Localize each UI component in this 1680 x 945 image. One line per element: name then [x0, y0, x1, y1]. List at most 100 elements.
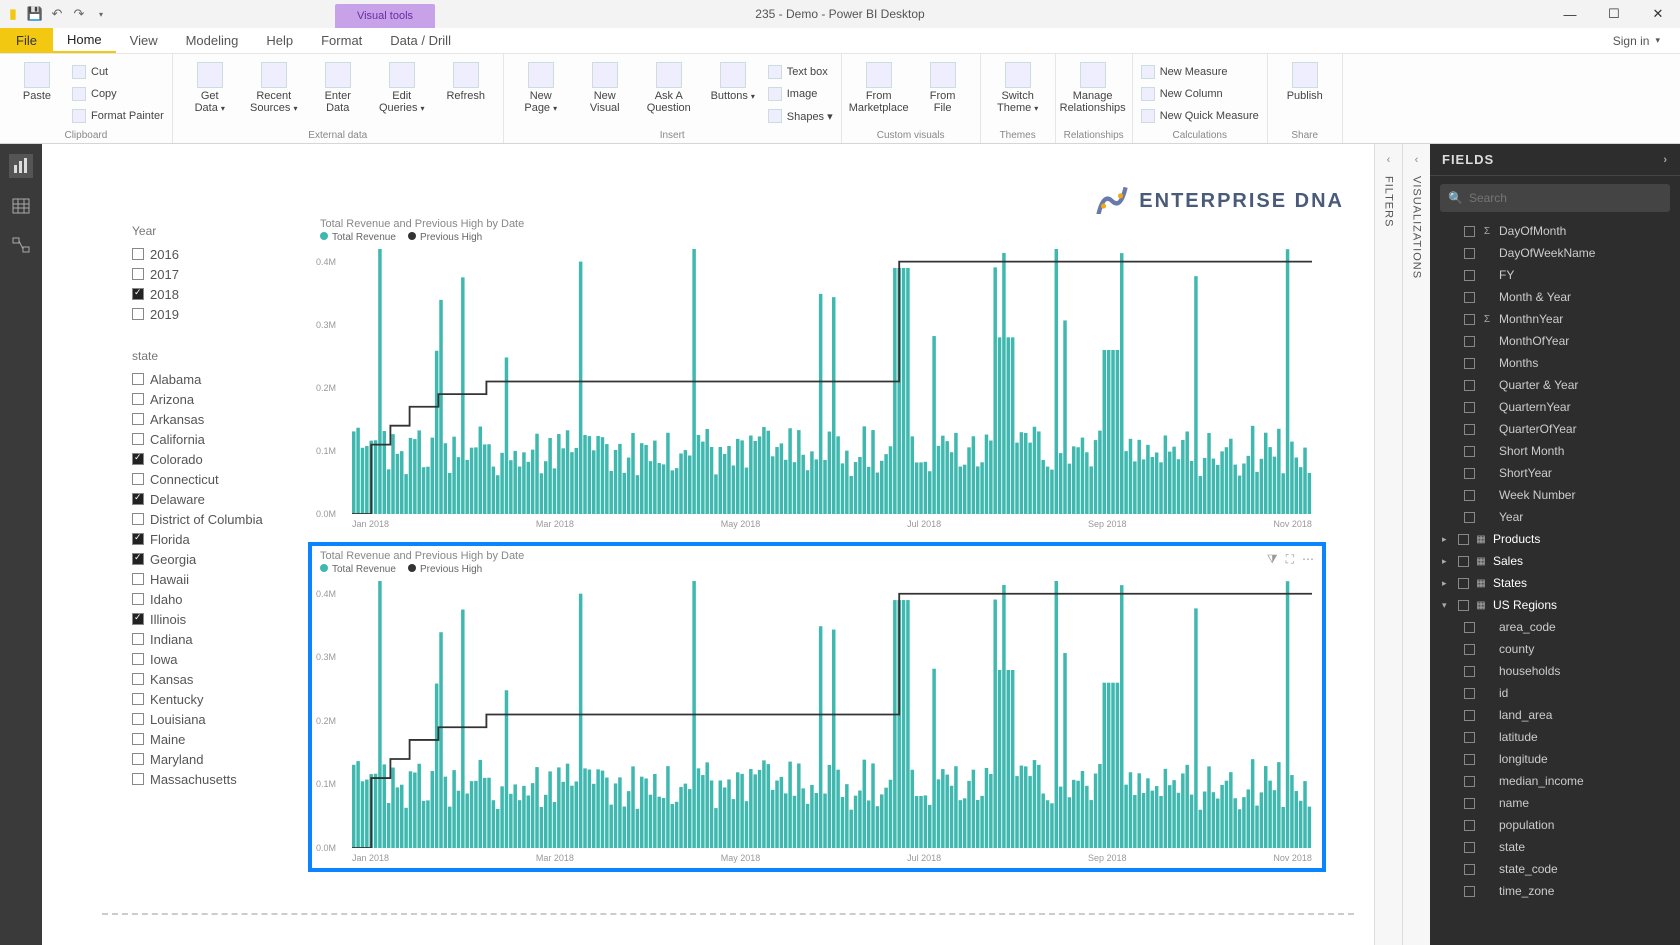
fields-table-us-regions[interactable]: ▾▦US Regions — [1430, 594, 1680, 616]
model-view-icon[interactable] — [9, 234, 33, 258]
year-slicer-item-2016[interactable]: 2016 — [132, 244, 262, 264]
ribbon-ask-a-question[interactable]: Ask AQuestion — [640, 58, 698, 114]
fields-table-states[interactable]: ▸▦States — [1430, 572, 1680, 594]
ribbon-edit-queries[interactable]: EditQueries ▾ — [373, 58, 431, 114]
save-icon[interactable]: 💾 — [26, 5, 44, 23]
ribbon-new-visual[interactable]: NewVisual — [576, 58, 634, 114]
state-slicer-item-idaho[interactable]: Idaho — [132, 589, 302, 609]
focus-mode-icon[interactable]: ⛶ — [1286, 552, 1294, 567]
fields-field-short-month[interactable]: Short Month — [1430, 440, 1680, 462]
filter-icon[interactable]: ⧩ — [1267, 552, 1278, 567]
ribbon-from-marketplace[interactable]: FromMarketplace — [850, 58, 908, 114]
more-options-icon[interactable]: ⋯ — [1302, 552, 1314, 567]
fields-field-quarternyear[interactable]: QuarternYear — [1430, 396, 1680, 418]
state-slicer-item-kentucky[interactable]: Kentucky — [132, 689, 302, 709]
qat-dropdown-icon[interactable]: ▾ — [92, 5, 110, 23]
state-slicer-item-iowa[interactable]: Iowa — [132, 649, 302, 669]
ribbon-new-quick-measure[interactable]: New Quick Measure — [1141, 106, 1259, 126]
state-slicer-item-maine[interactable]: Maine — [132, 729, 302, 749]
fields-field-fy[interactable]: FY — [1430, 264, 1680, 286]
state-slicer-item-indiana[interactable]: Indiana — [132, 629, 302, 649]
menu-tab-modeling[interactable]: Modeling — [172, 28, 253, 53]
fields-field-id[interactable]: id — [1430, 682, 1680, 704]
ribbon-manage-relationships[interactable]: ManageRelationships — [1064, 58, 1122, 114]
fields-list[interactable]: ΣDayOfMonthDayOfWeekNameFYMonth & YearΣM… — [1430, 220, 1680, 945]
redo-icon[interactable]: ↷ — [70, 5, 88, 23]
expand-visualizations-icon[interactable]: ‹ — [1415, 154, 1419, 166]
fields-table-sales[interactable]: ▸▦Sales — [1430, 550, 1680, 572]
fields-field-population[interactable]: population — [1430, 814, 1680, 836]
state-slicer-item-connecticut[interactable]: Connecticut — [132, 469, 302, 489]
ribbon-from-file[interactable]: FromFile — [914, 58, 972, 114]
year-slicer-item-2018[interactable]: 2018 — [132, 284, 262, 304]
fields-field-median-income[interactable]: median_income — [1430, 770, 1680, 792]
ribbon-enter-data[interactable]: EnterData — [309, 58, 367, 114]
expand-filters-icon[interactable]: ‹ — [1387, 154, 1391, 166]
state-slicer-item-illinois[interactable]: Illinois — [132, 609, 302, 629]
fields-search-input[interactable] — [1469, 191, 1662, 205]
chart-top[interactable]: Total Revenue and Previous High by Date … — [312, 214, 1322, 534]
fields-field-latitude[interactable]: latitude — [1430, 726, 1680, 748]
ribbon-buttons[interactable]: Buttons ▾ — [704, 58, 762, 102]
chart-bottom-selected[interactable]: ⧩ ⛶ ⋯ Total Revenue and Previous High by… — [308, 542, 1326, 872]
fields-field-monthofyear[interactable]: MonthOfYear — [1430, 330, 1680, 352]
ribbon-format-painter[interactable]: Format Painter — [72, 106, 164, 126]
ribbon-text-box[interactable]: Text box — [768, 62, 833, 82]
fields-field-households[interactable]: households — [1430, 660, 1680, 682]
state-slicer-item-colorado[interactable]: Colorado — [132, 449, 302, 469]
collapse-fields-icon[interactable]: › — [1663, 154, 1668, 166]
state-slicer-item-alabama[interactable]: Alabama — [132, 369, 302, 389]
ribbon-shapes[interactable]: Shapes ▾ — [768, 106, 833, 126]
report-canvas[interactable]: ENTERPRISE DNA Year 2016201720182019 sta… — [42, 144, 1374, 945]
state-slicer-item-delaware[interactable]: Delaware — [132, 489, 302, 509]
menu-tab-home[interactable]: Home — [53, 28, 116, 53]
fields-field-dayofmonth[interactable]: ΣDayOfMonth — [1430, 220, 1680, 242]
fields-field-quarterofyear[interactable]: QuarterOfYear — [1430, 418, 1680, 440]
undo-icon[interactable]: ↶ — [48, 5, 66, 23]
ribbon-get-data[interactable]: GetData ▾ — [181, 58, 239, 114]
ribbon-recent-sources[interactable]: RecentSources ▾ — [245, 58, 303, 114]
ribbon-copy[interactable]: Copy — [72, 84, 164, 104]
fields-field-month-year[interactable]: Month & Year — [1430, 286, 1680, 308]
fields-field-longitude[interactable]: longitude — [1430, 748, 1680, 770]
fields-field-shortyear[interactable]: ShortYear — [1430, 462, 1680, 484]
fields-field-months[interactable]: Months — [1430, 352, 1680, 374]
data-view-icon[interactable] — [9, 194, 33, 218]
state-slicer-item-arkansas[interactable]: Arkansas — [132, 409, 302, 429]
state-slicer-item-louisiana[interactable]: Louisiana — [132, 709, 302, 729]
ribbon-paste[interactable]: Paste — [8, 58, 66, 102]
ribbon-cut[interactable]: Cut — [72, 62, 164, 82]
state-slicer-item-arizona[interactable]: Arizona — [132, 389, 302, 409]
fields-field-state-code[interactable]: state_code — [1430, 858, 1680, 880]
ribbon-publish[interactable]: Publish — [1276, 58, 1334, 102]
signin-link[interactable]: Sign in ▾ — [1613, 34, 1660, 48]
menu-tab-format[interactable]: Format — [307, 28, 376, 53]
year-slicer-item-2019[interactable]: 2019 — [132, 304, 262, 324]
state-slicer-item-district-of-columbia[interactable]: District of Columbia — [132, 509, 302, 529]
year-slicer-item-2017[interactable]: 2017 — [132, 264, 262, 284]
fields-field-week-number[interactable]: Week Number — [1430, 484, 1680, 506]
file-tab[interactable]: File — [0, 28, 53, 53]
ribbon-refresh[interactable]: Refresh — [437, 58, 495, 102]
menu-tab-help[interactable]: Help — [252, 28, 307, 53]
fields-field-state[interactable]: state — [1430, 836, 1680, 858]
menu-tab-data-drill[interactable]: Data / Drill — [376, 28, 465, 53]
ribbon-switch-theme[interactable]: SwitchTheme ▾ — [989, 58, 1047, 114]
fields-search[interactable]: 🔍 — [1440, 184, 1670, 212]
menu-tab-view[interactable]: View — [116, 28, 172, 53]
fields-field-county[interactable]: county — [1430, 638, 1680, 660]
visualizations-pane-collapsed[interactable]: ‹ VISUALIZATIONS — [1402, 144, 1430, 945]
state-slicer-item-california[interactable]: California — [132, 429, 302, 449]
filters-pane-collapsed[interactable]: ‹ FILTERS — [1374, 144, 1402, 945]
state-slicer-item-hawaii[interactable]: Hawaii — [132, 569, 302, 589]
fields-field-dayofweekname[interactable]: DayOfWeekName — [1430, 242, 1680, 264]
state-slicer[interactable]: state AlabamaArizonaArkansasCaliforniaCo… — [132, 349, 302, 789]
close-button[interactable]: ✕ — [1636, 0, 1680, 28]
fields-field-time-zone[interactable]: time_zone — [1430, 880, 1680, 902]
ribbon-image[interactable]: Image — [768, 84, 833, 104]
fields-table-products[interactable]: ▸▦Products — [1430, 528, 1680, 550]
state-slicer-item-georgia[interactable]: Georgia — [132, 549, 302, 569]
ribbon-new-measure[interactable]: New Measure — [1141, 62, 1259, 82]
state-slicer-item-massachusetts[interactable]: Massachusetts — [132, 769, 302, 789]
fields-field-quarter-year[interactable]: Quarter & Year — [1430, 374, 1680, 396]
